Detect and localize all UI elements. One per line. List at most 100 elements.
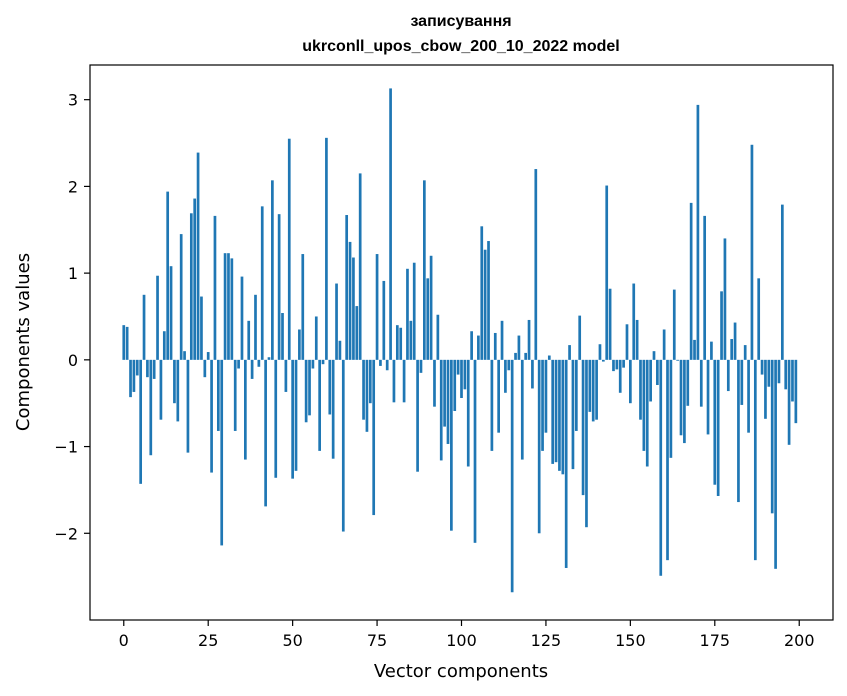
bar-128 [554, 359, 558, 463]
bar-0 [122, 325, 126, 360]
bar-95 [443, 359, 446, 427]
bar-44 [271, 180, 274, 360]
bar-169 [693, 339, 696, 360]
bar-47 [281, 313, 284, 360]
bar-144 [608, 288, 612, 360]
bar-124 [541, 359, 544, 451]
bar-10 [156, 275, 159, 360]
y-axis-ticks: −2 −1 0 1 2 3 [54, 91, 90, 543]
bar-41 [260, 206, 264, 360]
bar-75 [375, 254, 379, 360]
bar-15 [173, 359, 176, 404]
bar-172 [703, 215, 707, 360]
bar-18 [183, 351, 186, 360]
bar-109 [490, 359, 494, 451]
bar-199 [794, 359, 798, 424]
bar-176 [716, 359, 720, 496]
bar-186 [750, 144, 754, 360]
bar-152 [635, 319, 639, 360]
bar-108 [487, 241, 490, 360]
bar-196 [784, 359, 788, 390]
bar-143 [605, 185, 609, 360]
bar-8 [149, 359, 153, 456]
bar-48 [284, 359, 288, 392]
bar-123 [537, 359, 541, 534]
bar-90 [426, 278, 430, 360]
x-tick-label-200: 200 [784, 631, 815, 650]
x-tick-label-25: 25 [198, 631, 218, 650]
bar-25 [206, 352, 210, 360]
bar-54 [304, 359, 308, 423]
x-tick-label-125: 125 [531, 631, 562, 650]
bar-33 [233, 359, 237, 431]
bar-59 [321, 359, 325, 365]
bar-79 [389, 88, 392, 360]
bar-42 [264, 359, 267, 507]
bar-162 [669, 359, 673, 458]
bar-146 [615, 359, 619, 370]
bar-68 [352, 257, 355, 360]
bar-183 [740, 359, 744, 405]
bar-194 [777, 359, 781, 384]
bar-182 [737, 359, 740, 503]
bar-187 [753, 359, 757, 561]
bar-80 [392, 359, 396, 403]
bar-110 [493, 332, 497, 360]
bar-73 [368, 359, 372, 404]
bar-34 [237, 359, 240, 369]
bar-150 [629, 359, 632, 404]
bar-72 [365, 359, 369, 432]
bar-178 [723, 238, 727, 360]
bar-105 [477, 335, 480, 360]
bar-140 [595, 359, 598, 420]
bar-120 [527, 319, 531, 360]
bar-107 [483, 249, 487, 360]
bar-74 [372, 359, 376, 516]
bar-60 [325, 137, 328, 360]
bar-45 [274, 359, 278, 478]
bar-36 [244, 359, 247, 460]
bar-102 [466, 359, 470, 467]
bar-192 [770, 359, 774, 514]
y-tick-label-2: 2 [68, 177, 78, 196]
y-tick-label--1: −1 [54, 438, 78, 457]
bar-185 [747, 359, 750, 433]
bar-164 [676, 359, 679, 361]
y-tick-label-0: 0 [68, 351, 78, 370]
bar-136 [581, 359, 585, 496]
bar-181 [733, 322, 737, 360]
bar-87 [416, 359, 419, 472]
bar-167 [686, 359, 690, 406]
bar-26 [210, 359, 213, 473]
x-axis-label: Vector components [374, 661, 548, 682]
bar-157 [652, 351, 656, 360]
bar-63 [335, 283, 338, 360]
bar-189 [760, 359, 764, 375]
bar-57 [314, 316, 318, 360]
bar-4 [135, 359, 139, 376]
bar-3 [132, 359, 136, 392]
bar-118 [520, 359, 524, 460]
bar-84 [406, 268, 409, 360]
bar-62 [331, 359, 335, 459]
bar-96 [446, 359, 450, 444]
bar-168 [689, 202, 693, 360]
bar-113 [504, 359, 507, 393]
bar-99 [456, 359, 460, 375]
bar-101 [463, 359, 467, 390]
bar-174 [710, 341, 713, 360]
bar-49 [287, 138, 291, 360]
bar-184 [743, 345, 747, 360]
bar-165 [679, 359, 683, 436]
bar-159 [659, 359, 663, 576]
bar-106 [480, 226, 484, 360]
y-axis-label: Components values [13, 253, 34, 431]
bar-133 [571, 359, 575, 470]
bar-166 [683, 359, 686, 444]
bar-67 [348, 241, 352, 360]
x-tick-label-150: 150 [615, 631, 646, 650]
bar-21 [193, 198, 197, 360]
bar-23 [200, 296, 203, 360]
bar-27 [213, 215, 217, 360]
bar-115 [510, 359, 514, 593]
